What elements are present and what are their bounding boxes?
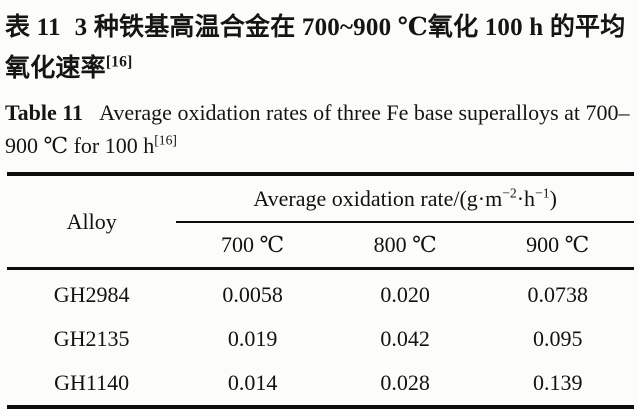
table-caption-zh-text: 3 种铁基高温合金在 700~900 ℃氧化 100 h 的平均氧化速率 bbox=[5, 14, 626, 82]
unit-exponent: −2 bbox=[502, 185, 517, 201]
column-header-unit: Average oxidation rate/(g·m−2·h−1) bbox=[176, 174, 634, 223]
column-header-900c: 900 ℃ bbox=[481, 222, 634, 270]
table-caption-en-text: Average oxidation rates of three Fe base… bbox=[5, 100, 630, 158]
header-row-temps: 700 ℃ 800 ℃ 900 ℃ bbox=[7, 222, 634, 270]
alloy-name: GH1140 bbox=[54, 370, 130, 395]
unit-exponent: −1 bbox=[535, 185, 550, 201]
rate-value: 0.019 bbox=[227, 326, 278, 351]
rate-value: 0.0738 bbox=[527, 282, 588, 307]
column-header-800c: 800 ℃ bbox=[328, 222, 482, 270]
table-caption-en: Table 11 Average oxidation rates of three… bbox=[5, 96, 630, 162]
citation-ref-zh: [16] bbox=[105, 53, 133, 71]
table-row: GH1140 0.014 0.028 0.139 bbox=[7, 361, 634, 407]
table-header: Alloy Average oxidation rate/(g·m−2·h−1)… bbox=[7, 174, 634, 270]
table-row: GH2135 0.019 0.042 0.095 bbox=[7, 317, 634, 361]
table-row: GH2984 0.0058 0.020 0.0738 bbox=[7, 269, 634, 318]
alloy-name: GH2984 bbox=[53, 282, 130, 307]
unit-text: ) bbox=[549, 185, 557, 211]
table-caption-en-label: Table 11 bbox=[5, 100, 84, 125]
oxidation-rates-table: Alloy Average oxidation rate/(g·m−2·h−1)… bbox=[7, 172, 634, 409]
header-row-span: Alloy Average oxidation rate/(g·m−2·h−1) bbox=[7, 174, 634, 270]
table-caption-zh-label: 表 11 bbox=[5, 14, 61, 41]
table-body: GH2984 0.0058 0.020 0.0738 GH2135 0.019 … bbox=[7, 269, 634, 408]
rate-value: 0.0058 bbox=[222, 282, 283, 307]
unit-text: Average oxidation rate/(g·m bbox=[253, 185, 503, 211]
table-caption-zh: 表 11 3 种铁基高温合金在 700~900 ℃氧化 100 h 的平均氧化速率… bbox=[5, 7, 630, 89]
rate-value: 0.020 bbox=[380, 282, 430, 307]
column-header-700c: 700 ℃ bbox=[176, 222, 329, 270]
column-header-alloy: Alloy bbox=[7, 174, 177, 270]
alloy-name: GH2135 bbox=[53, 326, 130, 351]
rate-value: 0.014 bbox=[227, 370, 278, 395]
rate-value: 0.028 bbox=[380, 370, 430, 395]
rate-value: 0.139 bbox=[532, 370, 583, 395]
citation-ref-en: [16] bbox=[154, 132, 177, 148]
unit-text: ·h bbox=[516, 185, 536, 211]
rate-value: 0.095 bbox=[532, 326, 583, 351]
rate-value: 0.042 bbox=[380, 326, 430, 351]
